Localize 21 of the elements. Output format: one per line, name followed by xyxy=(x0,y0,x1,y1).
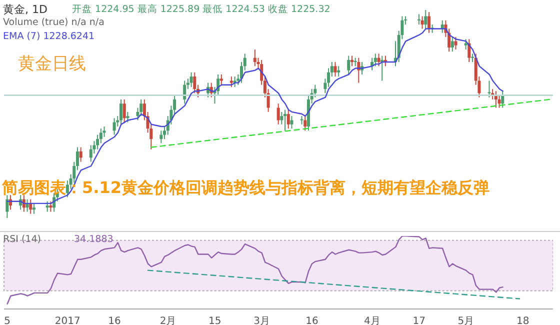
x-tick-label: 16 xyxy=(306,316,318,325)
candlestick xyxy=(300,116,304,124)
x-tick-label: 17 xyxy=(412,316,426,325)
x-tick-label: 3月 xyxy=(254,316,270,325)
x-tick-label: 15 xyxy=(208,316,222,325)
x-tick-label: 5月 xyxy=(458,316,474,325)
annotation: Volume (true) n/a n/a xyxy=(3,17,104,28)
annotation: 34.1883 xyxy=(74,234,114,245)
x-tick-label: 5 xyxy=(4,316,11,325)
candlestick xyxy=(470,54,474,62)
x-tick-label: 2月 xyxy=(160,316,176,325)
text: 黄金日线 xyxy=(18,54,86,74)
x-tick-label: 2017 xyxy=(54,316,80,325)
chart-title: RSI (14) xyxy=(3,234,41,245)
annotation: EMA (7) 1228.6241 xyxy=(3,31,95,42)
x-tick-label: 16 xyxy=(108,316,121,325)
x-tick-label: 18 xyxy=(516,316,530,325)
annotation: 开盘 1224.95 最高 1225.89 最低 1224.53 收盘 1225.32 xyxy=(72,4,330,15)
candlestick xyxy=(417,14,420,25)
x-tick-label: 4月 xyxy=(364,316,380,325)
chart-title: 黄金, 1D xyxy=(3,3,48,16)
